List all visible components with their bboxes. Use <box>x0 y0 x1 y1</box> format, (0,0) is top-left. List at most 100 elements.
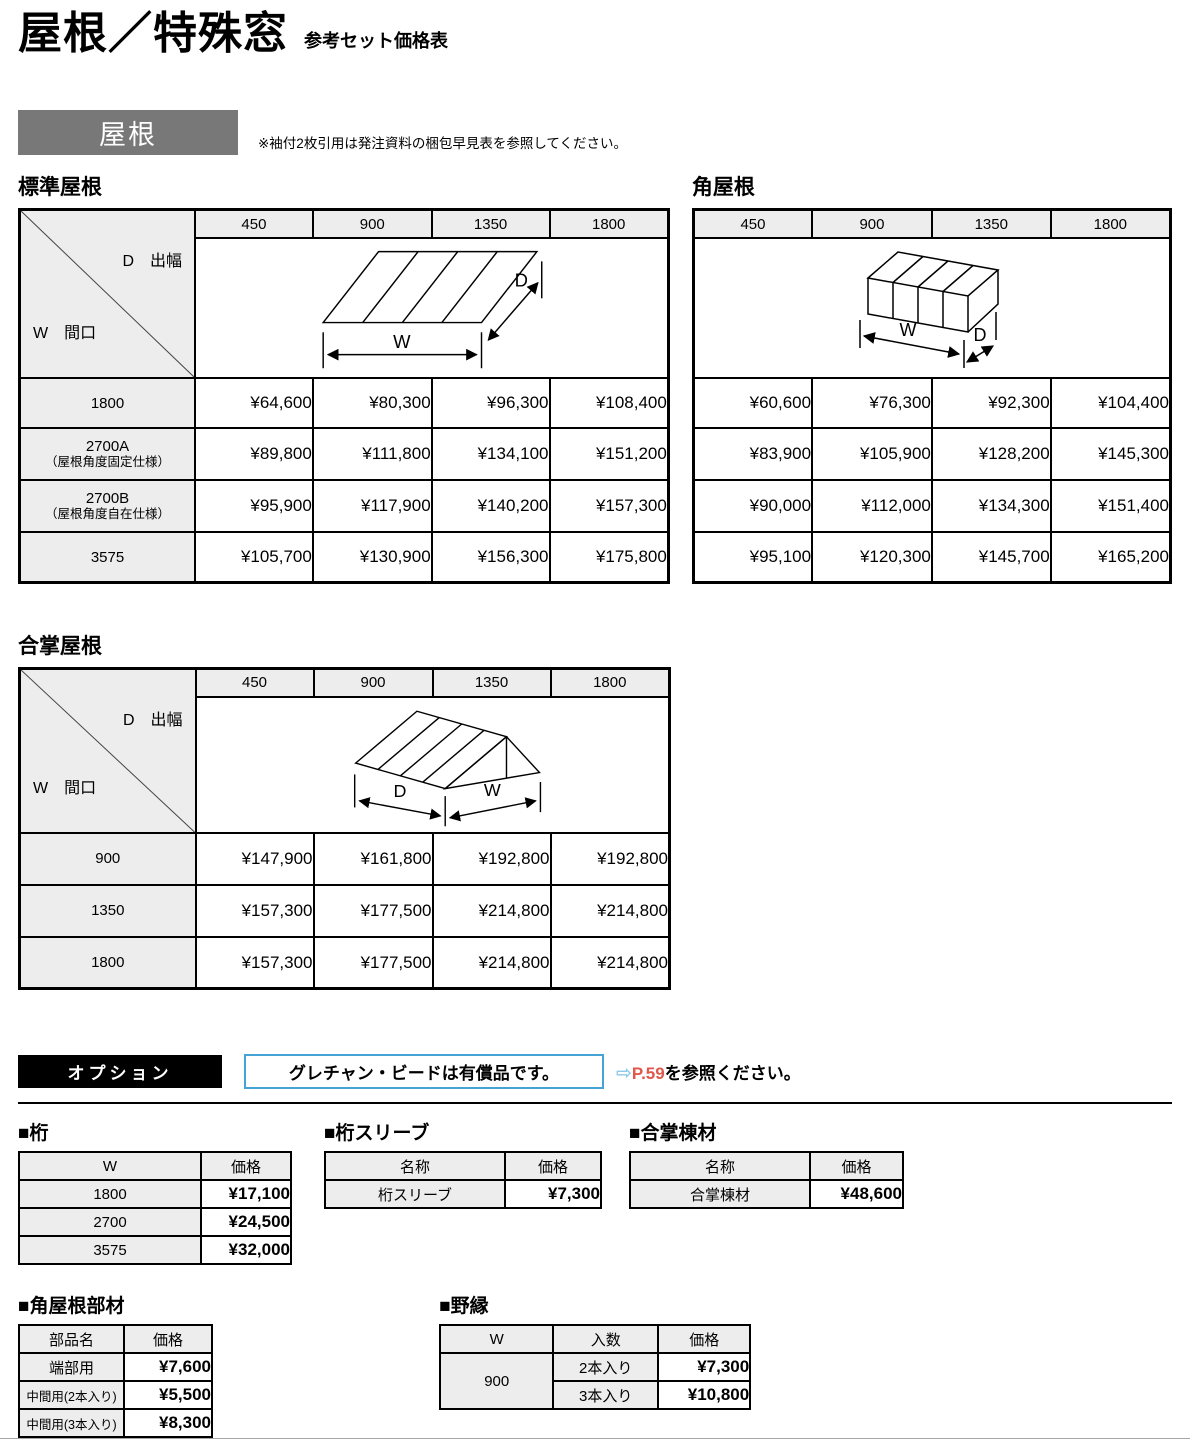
price-cell: ¥145,700 <box>930 531 1052 584</box>
price-cell: ¥7,300 <box>504 1179 602 1210</box>
section-badge-row: 屋根 ※袖付2枚引用は発注資料の梱包早見表を参照してください。 <box>18 110 1172 156</box>
standard-roof-table: D 出幅 W 間口 450 900 1350 1800 <box>18 208 670 584</box>
page-reference-link[interactable]: P.59 <box>631 1063 665 1083</box>
row-label: 1350 <box>18 883 197 938</box>
column-header: 900 <box>311 208 433 240</box>
row-label: 2700 <box>18 1207 202 1238</box>
price-cell: ¥134,100 <box>430 427 551 482</box>
price-cell: ¥80,300 <box>311 377 433 430</box>
column-header: 900 <box>312 667 434 698</box>
column-header: 名称 <box>629 1151 811 1182</box>
column-header: 1350 <box>930 208 1052 240</box>
column-header: 名称 <box>324 1151 506 1182</box>
price-cell: ¥177,500 <box>312 935 434 990</box>
keta-section: ■桁 W 価格 1800 ¥17,100 2700 ¥24,500 3575 ¥32,0… <box>18 1118 292 1266</box>
roof-tables-row: 標準屋根 D 出幅 W 間口 450 900 1350 1800 <box>18 171 1172 584</box>
column-header: 900 <box>811 208 933 240</box>
price-cell: ¥165,200 <box>1049 531 1172 584</box>
price-cell: ¥104,400 <box>1049 377 1172 430</box>
paid-item-notice-box: グレチャン・ビードは有償品です。 <box>244 1054 604 1090</box>
column-header: W <box>18 1151 202 1182</box>
width-axis-label: W 間口 <box>33 779 97 797</box>
column-header: 価格 <box>657 1324 752 1355</box>
row-label: 1800 <box>18 377 197 430</box>
column-header: 部品名 <box>18 1324 125 1355</box>
page-title: 屋根／特殊窓 <box>18 9 288 58</box>
price-cell: ¥89,800 <box>194 427 314 482</box>
row-label: 中間用(3本入り) <box>18 1408 125 1439</box>
square-roof-parts-table: 部品名 価格 端部用 ¥7,600 中間用(2本入り) ¥5,500 中間用(3本入り… <box>18 1324 213 1439</box>
column-header: 価格 <box>123 1324 213 1355</box>
page-reference-suffix: を参照ください。 <box>664 1063 801 1083</box>
option-tables-row-2: ■角屋根部材 部品名 価格 端部用 ¥7,600 中間用(2本入り) ¥5,500 中… <box>18 1291 1172 1442</box>
column-header: 1350 <box>430 208 551 240</box>
page-bottom-rule <box>0 1438 1190 1439</box>
diagram-w-label: W <box>899 320 916 340</box>
price-cell: ¥24,500 <box>200 1207 292 1238</box>
price-cell: ¥7,300 <box>657 1352 752 1383</box>
page-subtitle: 参考セット価格表 <box>304 31 448 52</box>
gassho-ridge-table: 名称 価格 合掌棟材 ¥48,600 <box>629 1151 904 1210</box>
keta-sleeve-title: ■桁スリーブ <box>324 1123 430 1145</box>
column-header: 1800 <box>548 208 670 240</box>
diagram-d-label: D <box>973 325 986 345</box>
price-cell: ¥76,300 <box>811 377 933 430</box>
diagram-d-label: D <box>394 781 407 801</box>
price-cell: ¥5,500 <box>123 1380 213 1411</box>
price-cell: ¥60,600 <box>692 377 814 430</box>
diagram-d-label: D <box>515 270 528 291</box>
row-label: 900 <box>439 1352 555 1411</box>
price-cell: ¥105,900 <box>811 427 933 482</box>
gassho-roof-title: 合掌屋根 <box>18 634 102 658</box>
gassho-ridge-title: ■合掌棟材 <box>629 1123 717 1145</box>
price-cell: ¥157,300 <box>194 935 315 990</box>
price-cell: ¥90,000 <box>692 479 814 534</box>
column-header: 入数 <box>552 1324 660 1355</box>
column-header: 450 <box>194 208 314 240</box>
column-header: 1350 <box>431 667 552 698</box>
row-label: 3575 <box>18 1235 202 1266</box>
roof-section-badge: 屋根 <box>18 110 238 156</box>
row-label: 1800 <box>18 1179 202 1210</box>
price-cell: ¥192,800 <box>431 831 552 886</box>
price-cell: ¥112,000 <box>811 479 933 534</box>
square-roof-title: 角屋根 <box>691 176 755 200</box>
square-roof-diagram-cell: W D <box>692 237 1172 380</box>
diagram-w-label: W <box>394 331 412 352</box>
price-cell: ¥111,800 <box>311 427 433 482</box>
roof-section-note: ※袖付2枚引用は発注資料の梱包早見表を参照してください。 <box>258 136 628 152</box>
price-cell: ¥156,300 <box>430 531 551 584</box>
price-cell: ¥95,100 <box>692 531 814 584</box>
price-cell: ¥7,600 <box>123 1352 213 1383</box>
price-cell: ¥175,800 <box>548 531 670 584</box>
price-cell: ¥17,100 <box>200 1179 292 1210</box>
option-tables-row-1: ■桁 W 価格 1800 ¥17,100 2700 ¥24,500 3575 ¥32,0… <box>18 1118 1172 1266</box>
price-cell: ¥92,300 <box>930 377 1052 430</box>
price-cell: ¥32,000 <box>200 1235 292 1266</box>
standard-roof-diagram-cell: W D <box>194 237 670 380</box>
square-roof-diagram: W D <box>859 251 1000 369</box>
price-cell: ¥64,600 <box>194 377 314 430</box>
price-cell: ¥134,300 <box>930 479 1052 534</box>
price-cell: ¥192,800 <box>549 831 671 886</box>
row-label: 合掌棟材 <box>629 1179 811 1210</box>
row-label: 端部用 <box>18 1352 125 1383</box>
price-cell: ¥8,300 <box>123 1408 213 1439</box>
keta-sleeve-table: 名称 価格 桁スリーブ ¥7,300 <box>324 1151 602 1210</box>
standard-roof-section: 標準屋根 D 出幅 W 間口 450 900 1350 1800 <box>18 171 670 584</box>
square-roof-section: 角屋根 450 900 1350 1800 <box>691 171 1172 584</box>
price-cell: ¥157,300 <box>194 883 315 938</box>
option-badge: オプション <box>18 1055 222 1089</box>
depth-axis-label: D 出幅 <box>122 253 183 271</box>
price-cell: ¥214,800 <box>431 883 552 938</box>
diagonal-divider <box>21 670 195 832</box>
column-header: 価格 <box>200 1151 292 1182</box>
square-roof-parts-section: ■角屋根部材 部品名 価格 端部用 ¥7,600 中間用(2本入り) ¥5,500 中… <box>18 1291 328 1442</box>
option-strip: オプション グレチャン・ビードは有償品です。 ⇨P.59を参照ください。 <box>18 1054 1172 1090</box>
quantity-cell: 2本入り <box>552 1352 660 1383</box>
keta-title: ■桁 <box>18 1123 49 1145</box>
price-cell: ¥105,700 <box>194 531 314 584</box>
standard-roof-diagram: W D <box>322 251 543 369</box>
price-cell: ¥48,600 <box>809 1179 904 1210</box>
nobuchi-title: ■野縁 <box>439 1296 489 1318</box>
